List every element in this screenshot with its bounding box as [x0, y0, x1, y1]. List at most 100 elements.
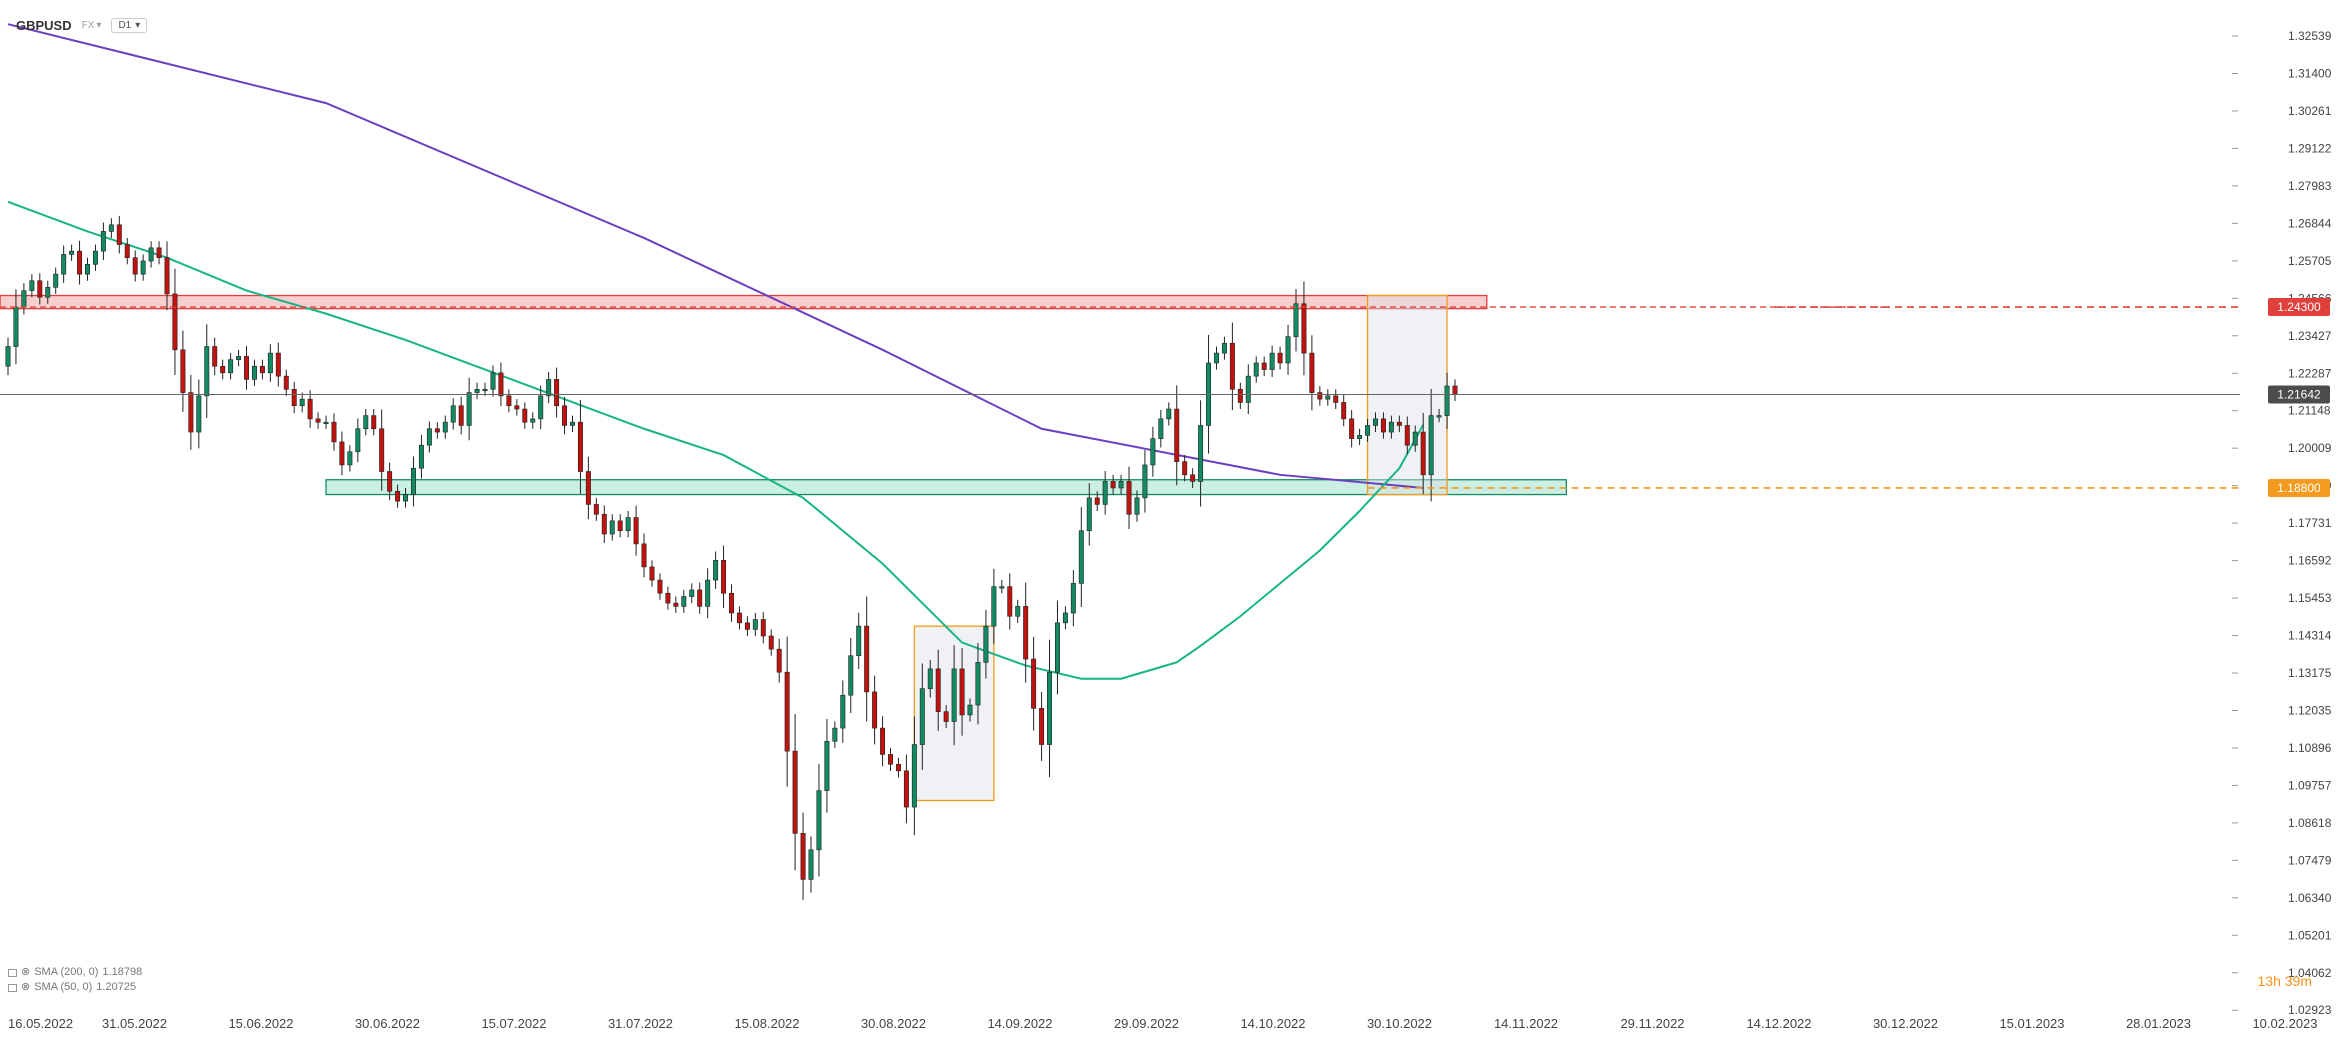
bearish-candle	[275, 352, 281, 377]
bearish-candle	[864, 625, 870, 693]
legend-sma200[interactable]: ⊗ SMA (200, 0) 1.18798	[8, 965, 142, 980]
bullish-candle	[466, 392, 472, 426]
bullish-candle	[848, 655, 854, 696]
bullish-candle	[1325, 395, 1331, 400]
bullish-candle	[1221, 342, 1227, 354]
symbol-label[interactable]: GBPUSD	[16, 17, 72, 33]
y-tick-label: 1.14314	[2288, 629, 2332, 643]
bullish-candle	[140, 260, 146, 275]
bearish-candle	[554, 379, 560, 407]
bearish-candle	[1277, 352, 1283, 364]
bullish-candle	[355, 428, 361, 453]
bullish-candle	[1047, 671, 1053, 745]
bullish-candle	[267, 352, 273, 374]
indicator-legend: ⊗ SMA (200, 0) 1.18798 ⊗ SMA (50, 0) 1.2…	[8, 965, 142, 995]
bullish-candle	[816, 790, 822, 851]
y-tick-label: 1.13175	[2288, 666, 2332, 680]
sma50-line	[7, 200, 1425, 680]
bullish-candle	[490, 372, 496, 390]
eye-icon[interactable]: ⊗	[21, 966, 31, 978]
bearish-candle	[291, 388, 297, 407]
y-tick-label: 1.12035	[2288, 703, 2332, 717]
bullish-candle	[100, 231, 106, 252]
legend-sma50[interactable]: ⊗ SMA (50, 0) 1.20725	[8, 980, 142, 995]
bullish-candle	[840, 694, 846, 729]
x-tick-label: 30.12.2022	[1873, 1016, 1938, 1031]
bearish-candle	[1333, 395, 1339, 403]
bearish-candle	[1420, 431, 1426, 476]
bullish-candle	[991, 586, 997, 627]
bearish-candle	[172, 293, 178, 351]
bullish-candle	[196, 395, 202, 433]
last-price-label-bg	[2268, 385, 2330, 404]
bearish-candle	[244, 356, 250, 380]
x-tick-label: 14.11.2022	[1494, 1016, 1558, 1031]
bullish-candle	[1428, 415, 1434, 476]
timeframe-dropdown[interactable]: D1 ▾	[111, 17, 148, 33]
market-label: FX	[81, 19, 95, 31]
y-tick-label: 1.21148	[2288, 404, 2331, 418]
support-price-label: 1.18800	[2277, 481, 2321, 495]
bullish-candle	[919, 688, 925, 745]
bullish-candle	[951, 668, 957, 722]
x-tick-label: 16.05.2022	[8, 1016, 73, 1031]
bearish-candle	[506, 395, 512, 407]
bullish-candle	[148, 247, 154, 262]
bearish-candle	[1039, 708, 1045, 745]
bullish-candle	[983, 625, 989, 663]
indicator-icon	[8, 968, 17, 977]
bearish-candle	[585, 471, 591, 505]
bullish-candle	[323, 421, 329, 424]
bearish-candle	[283, 375, 289, 390]
bullish-candle	[251, 365, 257, 380]
bearish-candle	[124, 244, 130, 259]
bearish-candle	[1110, 481, 1116, 489]
legend-sma50-value: 1.20725	[96, 981, 137, 993]
bearish-candle	[315, 418, 321, 423]
y-tick-label: 1.22287	[2288, 366, 2332, 380]
bullish-candle	[5, 346, 11, 367]
legend-sma200-value: 1.18798	[102, 966, 143, 978]
market-dropdown[interactable]: FX ▾	[82, 20, 102, 31]
bullish-candle	[1285, 336, 1291, 364]
bullish-candle	[410, 467, 416, 495]
bearish-candle	[760, 619, 766, 637]
bearish-candle	[768, 635, 774, 650]
bearish-candle	[339, 441, 345, 466]
x-tick-label: 29.11.2022	[1620, 1016, 1684, 1031]
y-axis: 1.32539 1.31400 1.30261 1.29122 1.27983 1.268…	[2232, 29, 2332, 1017]
bearish-candle	[77, 250, 83, 275]
bearish-candle	[593, 504, 599, 515]
bullish-candle	[625, 517, 631, 532]
bearish-candle	[434, 428, 440, 433]
bearish-candle	[1190, 474, 1196, 482]
y-tick-label: 1.32539	[2288, 29, 2332, 43]
bullish-candle	[1388, 421, 1394, 433]
bearish-candle	[744, 622, 750, 630]
y-tick-label: 1.26844	[2288, 216, 2332, 230]
bearish-candle	[164, 257, 170, 295]
legend-sma200-label: SMA (200, 0)	[34, 966, 99, 978]
bullish-candle	[1436, 415, 1442, 418]
support-zone	[325, 479, 1567, 496]
bearish-candle	[1182, 461, 1188, 476]
bullish-candle	[1357, 435, 1363, 439]
bearish-candle	[888, 754, 893, 765]
bullish-candle	[713, 560, 719, 581]
eye-icon[interactable]: ⊗	[21, 981, 31, 993]
support-price-label-bg	[2268, 478, 2330, 497]
bearish-candle	[220, 365, 226, 374]
x-tick-label: 28.01.2023	[2126, 1016, 2191, 1031]
x-tick-label: 31.05.2022	[102, 1016, 167, 1031]
x-tick-label: 10.02.2023	[2252, 1016, 2317, 1031]
bearish-candle	[617, 520, 623, 532]
y-tick-label: 1.06340	[2288, 891, 2332, 905]
bearish-candle	[601, 513, 607, 535]
range-box	[1366, 294, 1448, 496]
x-tick-label: 15.01.2023	[1999, 1016, 2064, 1031]
bearish-candle	[1404, 425, 1410, 446]
bullish-candle	[236, 356, 242, 360]
bullish-candle	[450, 405, 456, 423]
x-tick-label: 31.07.2022	[608, 1016, 673, 1031]
